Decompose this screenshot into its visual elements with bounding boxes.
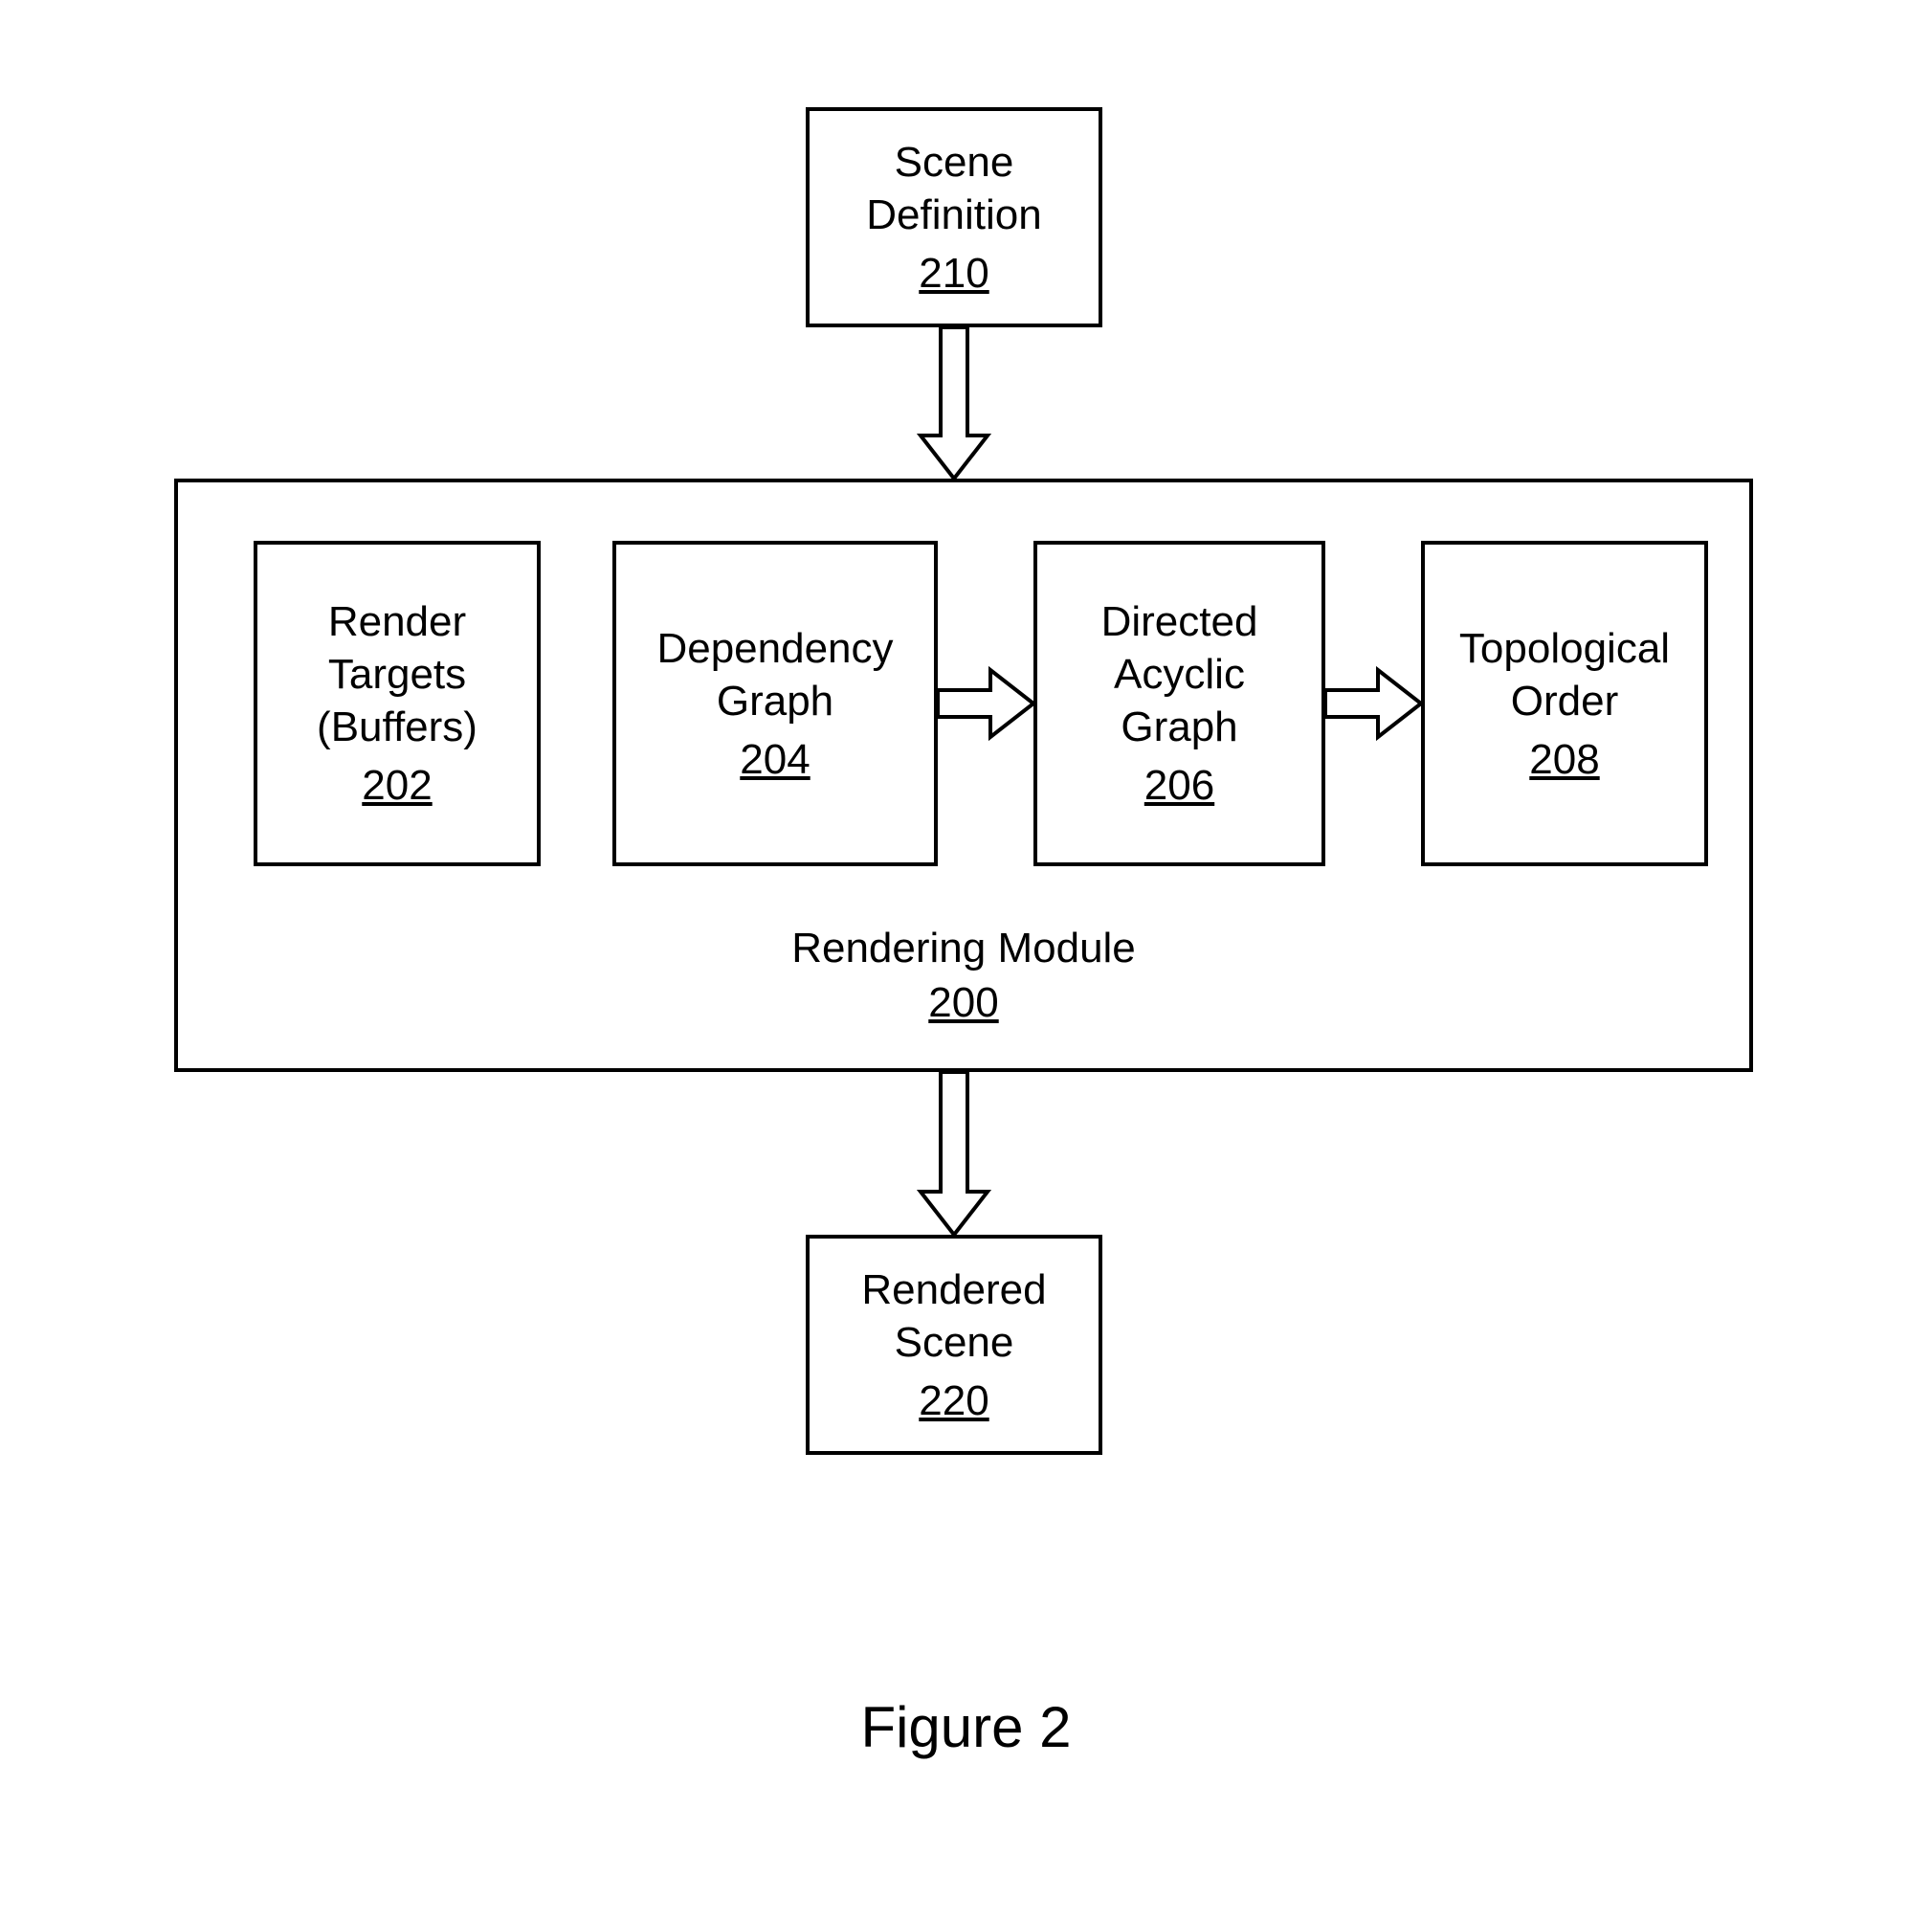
node-ref: 206 bbox=[1144, 759, 1214, 812]
arrow-right-icon bbox=[1325, 660, 1421, 747]
node-label-line: Rendered bbox=[861, 1263, 1046, 1316]
node-label-line: Dependency bbox=[656, 622, 893, 675]
node-ref: 202 bbox=[362, 759, 432, 812]
node-ref: 200 bbox=[928, 979, 998, 1026]
arrow-right-icon bbox=[938, 660, 1033, 747]
node-label-line: (Buffers) bbox=[317, 701, 477, 753]
figure-label: Figure 2 bbox=[0, 1694, 1932, 1760]
node-ref: 210 bbox=[919, 247, 988, 300]
node-label-line: Scene bbox=[895, 136, 1014, 189]
node-label-line: Graph bbox=[1121, 701, 1237, 753]
node-label-line: Targets bbox=[328, 648, 466, 701]
node-label-line: Acyclic bbox=[1114, 648, 1245, 701]
node-dependency-graph: Dependency Graph 204 bbox=[612, 541, 938, 866]
container-label: Rendering Module 200 bbox=[178, 921, 1749, 1030]
node-ref: 208 bbox=[1529, 733, 1599, 786]
arrow-down-icon bbox=[906, 1072, 1002, 1235]
node-label-line: Scene bbox=[895, 1316, 1014, 1369]
node-label-line: Order bbox=[1511, 675, 1618, 727]
node-label-line: Definition bbox=[866, 189, 1041, 241]
arrow-down-icon bbox=[906, 327, 1002, 479]
node-rendered-scene: Rendered Scene 220 bbox=[806, 1235, 1102, 1455]
figure-label-text: Figure 2 bbox=[860, 1695, 1071, 1759]
diagram-canvas: Scene Definition 210 Rendering Module 20… bbox=[0, 0, 1932, 1921]
node-label-line: Graph bbox=[717, 675, 833, 727]
node-label-line: Render bbox=[328, 595, 466, 648]
node-ref: 204 bbox=[740, 733, 810, 786]
node-ref: 220 bbox=[919, 1374, 988, 1427]
node-dag: Directed Acyclic Graph 206 bbox=[1033, 541, 1325, 866]
container-label-text: Rendering Module bbox=[791, 925, 1136, 972]
node-topological-order: Topological Order 208 bbox=[1421, 541, 1708, 866]
node-label-line: Topological bbox=[1459, 622, 1670, 675]
node-scene-definition: Scene Definition 210 bbox=[806, 107, 1102, 327]
node-render-targets: Render Targets (Buffers) 202 bbox=[254, 541, 541, 866]
node-label-line: Directed bbox=[1101, 595, 1258, 648]
